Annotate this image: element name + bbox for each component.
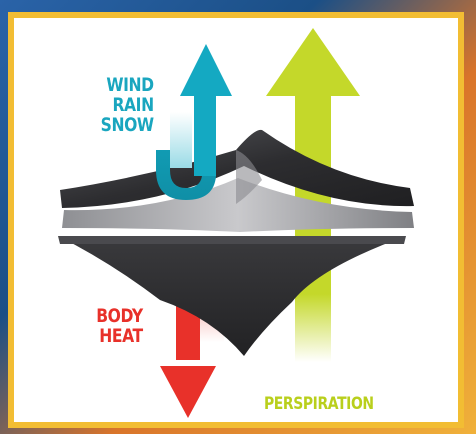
snow-label: SNOW (100, 114, 154, 136)
body-label: BODY (96, 305, 143, 327)
heat-label: HEAT (99, 325, 143, 347)
membrane-layer (62, 178, 414, 232)
body-heat-label: BODY HEAT (96, 307, 143, 347)
rain-label: RAIN (112, 94, 155, 116)
external-elements-label: WIND RAIN SNOW (101, 76, 154, 136)
perspiration-label: PERSPIRATION (264, 394, 374, 414)
inner-layer (58, 236, 406, 356)
wind-label: WIND (106, 74, 155, 96)
wind-rain-snow-arrow-icon (156, 44, 232, 200)
